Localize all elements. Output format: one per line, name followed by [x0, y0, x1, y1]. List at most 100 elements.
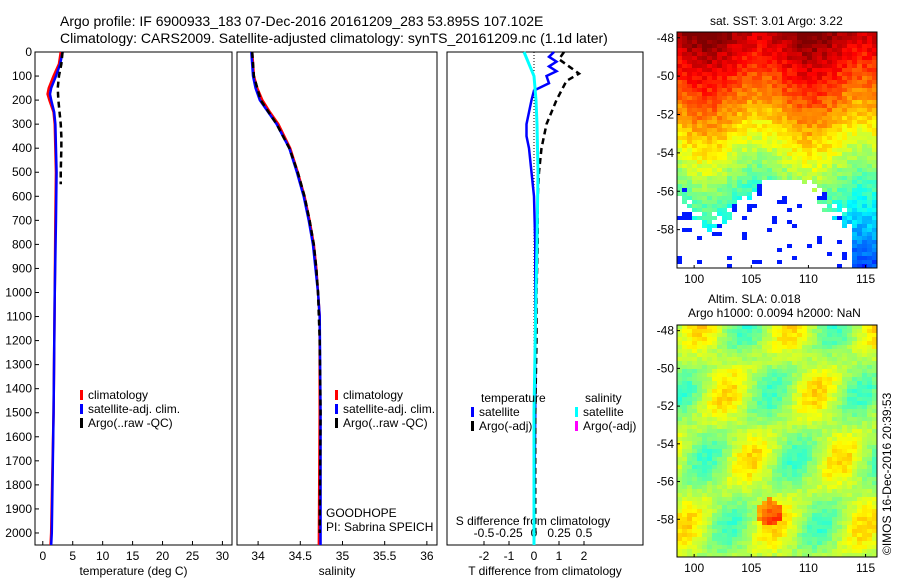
- heatmap-cell: [847, 353, 852, 357]
- heatmap-cell: [857, 212, 862, 216]
- heatmap-cell: [727, 457, 732, 461]
- heatmap-cell: [747, 461, 752, 465]
- heatmap-cell: [807, 545, 812, 549]
- heatmap-cell: [782, 357, 787, 361]
- heatmap-cell: [692, 180, 697, 184]
- heatmap-cell: [822, 192, 827, 196]
- heatmap-cell: [702, 497, 707, 501]
- heatmap-cell: [682, 365, 687, 369]
- heatmap-cell: [792, 44, 797, 48]
- heatmap-cell: [792, 144, 797, 148]
- heatmap-cell: [787, 48, 792, 52]
- heatmap-cell: [687, 64, 692, 68]
- heatmap-cell: [822, 553, 827, 557]
- heatmap-cell: [717, 357, 722, 361]
- heatmap-cell: [792, 389, 797, 393]
- heatmap-cell: [757, 180, 762, 184]
- heatmap-cell: [787, 397, 792, 401]
- heatmap-cell: [862, 429, 867, 433]
- heatmap-cell: [802, 80, 807, 84]
- heatmap-cell: [747, 473, 752, 477]
- heatmap-cell: [717, 345, 722, 349]
- heatmap-cell: [707, 389, 712, 393]
- heatmap-cell: [742, 449, 747, 453]
- heatmap-cell: [832, 517, 837, 521]
- heatmap-cell: [867, 264, 872, 268]
- heatmap-cell: [707, 92, 712, 96]
- heatmap-cell: [737, 465, 742, 469]
- heatmap-cell: [737, 433, 742, 437]
- heatmap-cell: [722, 188, 727, 192]
- heatmap-cell: [682, 405, 687, 409]
- heatmap-cell: [867, 164, 872, 168]
- heatmap-cell: [852, 224, 857, 228]
- heatmap-cell: [862, 413, 867, 417]
- heatmap-cell: [712, 56, 717, 60]
- heatmap-cell: [697, 56, 702, 60]
- heatmap-cell: [857, 457, 862, 461]
- heatmap-cell: [867, 445, 872, 449]
- heatmap-cell: [782, 333, 787, 337]
- heatmap-cell: [822, 409, 827, 413]
- heatmap-cell: [722, 192, 727, 196]
- heatmap-cell: [767, 541, 772, 545]
- heatmap-cell: [852, 537, 857, 541]
- heatmap-cell: [722, 132, 727, 136]
- heatmap-cell: [747, 176, 752, 180]
- heatmap-cell: [852, 100, 857, 104]
- heatmap-cell: [702, 100, 707, 104]
- heatmap-cell: [797, 116, 802, 120]
- heatmap-cell: [817, 357, 822, 361]
- heatmap-cell: [727, 441, 732, 445]
- heatmap-cell: [842, 465, 847, 469]
- heatmap-cell: [782, 433, 787, 437]
- heatmap-cell: [862, 425, 867, 429]
- heatmap-cell: [872, 429, 877, 433]
- heatmap-cell: [742, 489, 747, 493]
- heatmap-cell: [777, 124, 782, 128]
- heatmap-cell: [852, 124, 857, 128]
- heatmap-cell: [682, 172, 687, 176]
- heatmap-cell: [732, 104, 737, 108]
- heatmap-cell: [797, 433, 802, 437]
- heatmap-cell: [692, 517, 697, 521]
- heatmap-cell: [687, 493, 692, 497]
- heatmap-cell: [752, 357, 757, 361]
- heatmap-cell: [687, 96, 692, 100]
- heatmap-cell: [702, 164, 707, 168]
- heatmap-cell: [807, 417, 812, 421]
- heatmap-cell: [697, 196, 702, 200]
- heatmap-cell: [757, 401, 762, 405]
- heatmap-cell: [692, 509, 697, 513]
- heatmap-cell: [807, 473, 812, 477]
- heatmap-cell: [852, 373, 857, 377]
- heatmap-cell: [847, 200, 852, 204]
- heatmap-cell: [717, 413, 722, 417]
- heatmap-cell: [787, 549, 792, 553]
- heatmap-cell: [862, 333, 867, 337]
- heatmap-cell: [847, 341, 852, 345]
- heatmap-cell: [747, 365, 752, 369]
- heatmap-cell: [822, 52, 827, 56]
- heatmap-cell: [727, 72, 732, 76]
- heatmap-cell: [732, 453, 737, 457]
- heatmap-cell: [827, 196, 832, 200]
- heatmap-cell: [717, 333, 722, 337]
- heatmap-cell: [852, 180, 857, 184]
- heatmap-cell: [817, 509, 822, 513]
- heatmap-cell: [867, 200, 872, 204]
- heatmap-cell: [722, 449, 727, 453]
- heatmap-cell: [677, 100, 682, 104]
- heatmap-cell: [752, 80, 757, 84]
- heatmap-cell: [847, 92, 852, 96]
- heatmap-cell: [812, 84, 817, 88]
- heatmap-cell: [857, 120, 862, 124]
- heatmap-cell: [872, 52, 877, 56]
- heatmap-cell: [837, 341, 842, 345]
- heatmap-cell: [707, 393, 712, 397]
- heatmap-cell: [797, 469, 802, 473]
- heatmap-cell: [837, 192, 842, 196]
- heatmap-cell: [807, 100, 812, 104]
- heatmap-cell: [827, 517, 832, 521]
- heatmap-cell: [787, 393, 792, 397]
